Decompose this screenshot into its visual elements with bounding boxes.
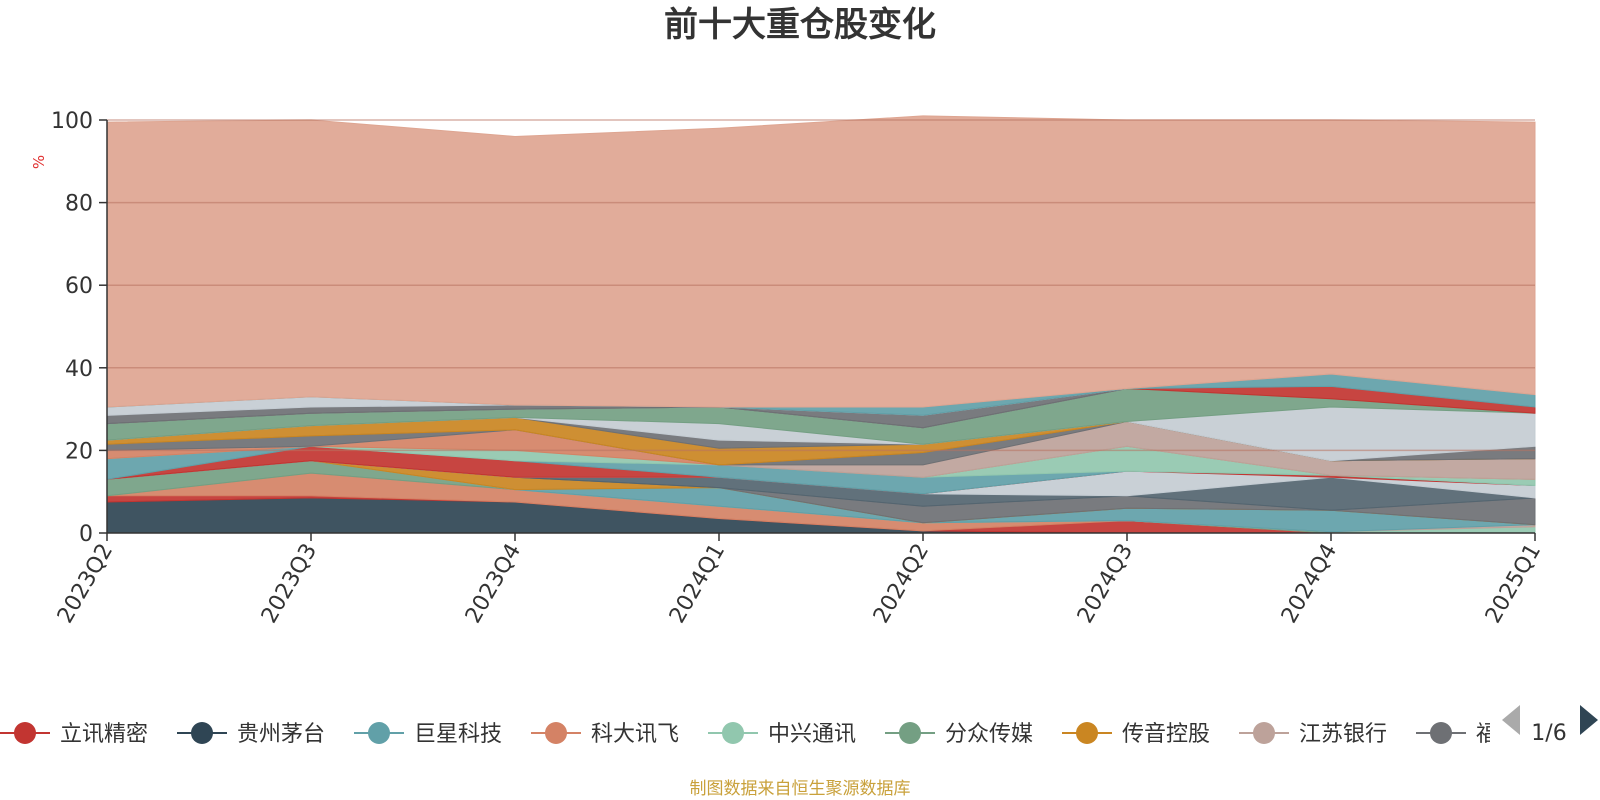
legend-next-icon[interactable] bbox=[1580, 705, 1598, 735]
legend-label: 科大讯飞 bbox=[591, 722, 679, 747]
y-tick-label-60: 60 bbox=[65, 274, 93, 299]
legend-marker-icon bbox=[1076, 722, 1098, 744]
area-series-group bbox=[106, 115, 1536, 534]
legend-item[interactable]: 巨星科技 bbox=[354, 722, 502, 747]
legend-marker-icon bbox=[191, 722, 213, 744]
legend-page-indicator: 1/6 bbox=[1531, 721, 1566, 746]
x-tick-label-2023Q3: 2023Q3 bbox=[257, 540, 322, 628]
legend-item[interactable]: 中兴通讯 bbox=[708, 722, 856, 747]
legend-item[interactable]: 分众传媒 bbox=[885, 722, 1033, 747]
legend: 立讯精密 贵州茅台 巨星科技 科大讯飞 中兴通讯 分众传媒 传音控股 江苏银行 福 bbox=[0, 722, 1498, 747]
y-tick-label-40: 40 bbox=[65, 357, 93, 382]
legend-label: 分众传媒 bbox=[945, 722, 1033, 747]
x-tick-label-2024Q2: 2024Q2 bbox=[869, 540, 934, 628]
legend-item[interactable]: 贵州茅台 bbox=[177, 722, 325, 747]
grid-lines bbox=[107, 119, 1535, 452]
legend-prev-icon[interactable] bbox=[1502, 705, 1520, 735]
legend-marker-icon bbox=[545, 722, 567, 744]
legend-pager: 1/6 bbox=[1502, 705, 1598, 746]
legend-item[interactable]: 传音控股 bbox=[1062, 722, 1210, 747]
legend-marker-icon bbox=[1253, 722, 1275, 744]
y-tick-label-20: 20 bbox=[65, 439, 93, 464]
chart-title: 前十大重仓股变化 bbox=[664, 5, 936, 45]
legend-item[interactable]: 立讯精密 bbox=[0, 722, 148, 747]
legend-label: 福 bbox=[1476, 722, 1498, 747]
legend-item[interactable]: 江苏银行 bbox=[1239, 722, 1387, 747]
legend-label: 江苏银行 bbox=[1299, 722, 1387, 747]
x-tick-label-2023Q2: 2023Q2 bbox=[53, 540, 118, 628]
x-tick-label-2024Q4: 2024Q4 bbox=[1277, 540, 1342, 628]
legend-marker-icon bbox=[14, 722, 36, 744]
x-tick-label-2025Q1: 2025Q1 bbox=[1481, 540, 1546, 628]
legend-label: 传音控股 bbox=[1122, 722, 1210, 747]
y-axis-unit: % bbox=[30, 155, 48, 169]
legend-marker-icon bbox=[368, 722, 390, 744]
legend-marker-icon bbox=[899, 722, 921, 744]
legend-items: 立讯精密 贵州茅台 巨星科技 科大讯飞 中兴通讯 分众传媒 传音控股 江苏银行 福 bbox=[0, 722, 1498, 747]
legend-label: 立讯精密 bbox=[60, 722, 148, 747]
x-tick-label-2023Q4: 2023Q4 bbox=[461, 540, 526, 628]
x-tick-label-2024Q3: 2024Q3 bbox=[1073, 540, 1138, 628]
legend-label: 巨星科技 bbox=[414, 722, 502, 747]
x-tick-label-2024Q1: 2024Q1 bbox=[665, 540, 730, 628]
legend-label: 贵州茅台 bbox=[237, 722, 325, 747]
y-tick-label-0: 0 bbox=[79, 522, 93, 547]
y-tick-label-80: 80 bbox=[65, 192, 93, 217]
legend-marker-icon bbox=[722, 722, 744, 744]
legend-item[interactable]: 福 bbox=[1416, 722, 1498, 747]
area-series-27 bbox=[106, 115, 1536, 408]
y-tick-label-100: 100 bbox=[51, 109, 93, 134]
data-source-note: 制图数据来自恒生聚源数据库 bbox=[690, 779, 911, 799]
legend-marker-icon bbox=[1430, 722, 1452, 744]
legend-item[interactable]: 科大讯飞 bbox=[531, 722, 679, 747]
legend-label: 中兴通讯 bbox=[768, 722, 856, 747]
